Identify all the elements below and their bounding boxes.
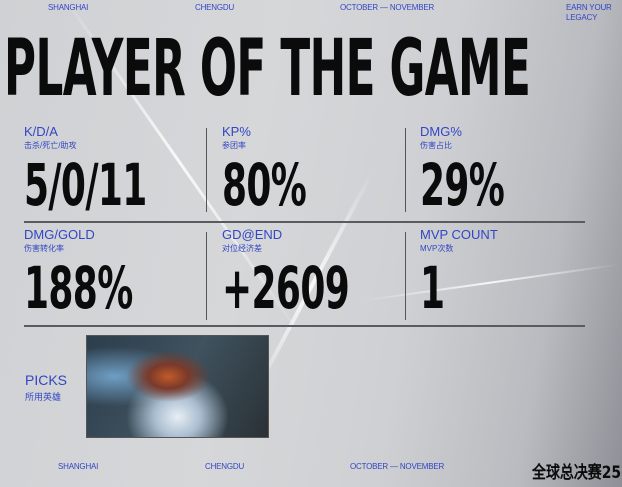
stat-label: KP% [222,124,251,139]
stat-value-kp: 80% [222,151,307,219]
footer-city-shanghai: SHANGHAI [58,462,99,471]
picks-label: PICKS [25,372,68,388]
footer-city-chengdu: CHENGDU [205,462,245,471]
divider [24,221,585,223]
header-city-chengdu: CHENGDU [195,3,235,12]
stat-sublabel: 对位经济差 [222,244,262,253]
header-slogan-2: LEGACY [566,13,598,22]
divider [206,128,207,212]
page-title: PLAYER OF THE GAME [4,24,531,114]
champion-splash-image [86,335,269,438]
header-dates: OCTOBER — NOVEMBER [340,3,435,12]
stat-sublabel: 击杀/死亡/助攻 [24,141,77,150]
stat-label: MVP COUNT [420,227,498,242]
stat-sublabel: 伤害占比 [420,141,452,150]
stat-sublabel: 参团率 [222,141,246,150]
stat-value-kda: 5/0/11 [24,151,147,219]
divider [405,232,406,320]
divider [24,325,585,327]
stat-value-gd: +2609 [222,254,350,322]
worlds-logo: 全球总决赛25 [532,463,622,483]
stat-sublabel: 伤害转化率 [24,244,64,253]
divider [405,128,406,212]
picks-sublabel: 所用英雄 [25,392,62,402]
header-city-shanghai: SHANGHAI [48,3,89,12]
stat-value-dmg: 29% [420,151,505,219]
stat-label: GD@END [222,227,283,242]
light-streak [359,263,620,302]
stat-label: DMG/GOLD [24,227,95,242]
stat-value-mvp: 1 [420,254,445,322]
footer-dates: OCTOBER — NOVEMBER [350,462,445,471]
divider [206,232,207,320]
stat-sublabel: MVP次数 [420,244,454,253]
stat-label: DMG% [420,124,462,139]
header-slogan-1: EARN YOUR [566,3,612,12]
stat-label: K/D/A [24,124,58,139]
stat-value-dmg-gold: 188% [24,254,133,322]
